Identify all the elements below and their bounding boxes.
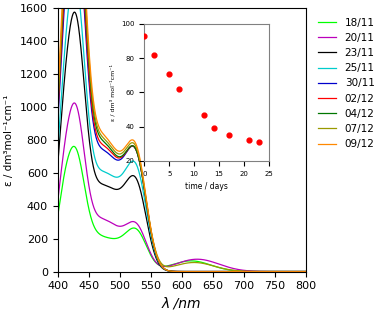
23/11 [299, 270, 303, 273]
02/12 [303, 270, 308, 273]
04/12 [272, 270, 277, 273]
20/11 [272, 270, 277, 273]
09/12 [151, 238, 155, 242]
25/11 [98, 168, 103, 172]
25/11 [299, 270, 303, 273]
02/12 [151, 239, 155, 243]
18/11 [303, 270, 308, 273]
07/12 [303, 270, 308, 273]
23/11 [55, 165, 60, 169]
18/11 [83, 192, 88, 196]
25/11 [151, 242, 155, 246]
09/12 [272, 270, 277, 273]
Line: 04/12: 04/12 [58, 0, 306, 272]
18/11 [151, 257, 155, 261]
18/11 [71, 145, 76, 148]
02/12 [55, 118, 60, 122]
30/11 [299, 270, 303, 273]
30/11 [161, 266, 166, 270]
Line: 25/11: 25/11 [58, 0, 306, 272]
Line: 20/11: 20/11 [58, 103, 306, 272]
Y-axis label: ε / dm³mol⁻¹cm⁻¹: ε / dm³mol⁻¹cm⁻¹ [4, 94, 14, 186]
Line: 18/11: 18/11 [58, 146, 306, 272]
20/11 [151, 256, 155, 260]
09/12 [299, 270, 303, 273]
18/11 [272, 270, 277, 273]
02/12 [98, 141, 103, 145]
09/12 [303, 270, 308, 273]
23/11 [151, 246, 155, 250]
04/12 [161, 266, 166, 270]
20/11 [72, 101, 77, 105]
30/11 [98, 146, 103, 149]
20/11 [83, 164, 88, 168]
09/12 [55, 101, 60, 105]
18/11 [161, 264, 166, 268]
30/11 [303, 270, 308, 273]
07/12 [55, 107, 60, 111]
07/12 [98, 133, 103, 136]
30/11 [151, 239, 155, 243]
02/12 [272, 270, 277, 273]
23/11 [303, 270, 308, 273]
07/12 [161, 264, 166, 267]
Line: 02/12: 02/12 [58, 0, 306, 272]
30/11 [272, 270, 277, 273]
04/12 [151, 239, 155, 243]
04/12 [303, 270, 308, 273]
25/11 [272, 270, 277, 273]
25/11 [55, 152, 60, 155]
25/11 [161, 267, 166, 271]
Line: 30/11: 30/11 [58, 0, 306, 272]
Legend: 18/11, 20/11, 23/11, 25/11, 30/11, 02/12, 04/12, 07/12, 09/12: 18/11, 20/11, 23/11, 25/11, 30/11, 02/12… [314, 13, 379, 153]
04/12 [55, 111, 60, 114]
20/11 [98, 215, 103, 219]
Line: 23/11: 23/11 [58, 12, 306, 272]
23/11 [161, 267, 166, 271]
02/12 [161, 266, 166, 270]
18/11 [299, 270, 303, 273]
18/11 [55, 215, 60, 219]
09/12 [98, 129, 103, 132]
07/12 [272, 270, 277, 273]
20/11 [299, 270, 303, 273]
23/11 [72, 10, 77, 14]
25/11 [303, 270, 308, 273]
X-axis label: λ /nm: λ /nm [162, 297, 201, 311]
25/11 [83, 80, 88, 84]
20/11 [55, 201, 60, 205]
Line: 09/12: 09/12 [58, 0, 306, 272]
30/11 [83, 36, 88, 39]
07/12 [151, 237, 155, 241]
07/12 [299, 270, 303, 273]
23/11 [83, 104, 88, 108]
07/12 [83, 6, 88, 10]
30/11 [55, 125, 60, 129]
02/12 [83, 26, 88, 30]
20/11 [161, 265, 166, 268]
23/11 [272, 270, 277, 273]
04/12 [83, 13, 88, 17]
23/11 [98, 181, 103, 185]
02/12 [299, 270, 303, 273]
20/11 [303, 270, 308, 273]
Line: 07/12: 07/12 [58, 0, 306, 272]
09/12 [161, 266, 166, 270]
04/12 [98, 136, 103, 140]
18/11 [98, 233, 103, 237]
04/12 [299, 270, 303, 273]
